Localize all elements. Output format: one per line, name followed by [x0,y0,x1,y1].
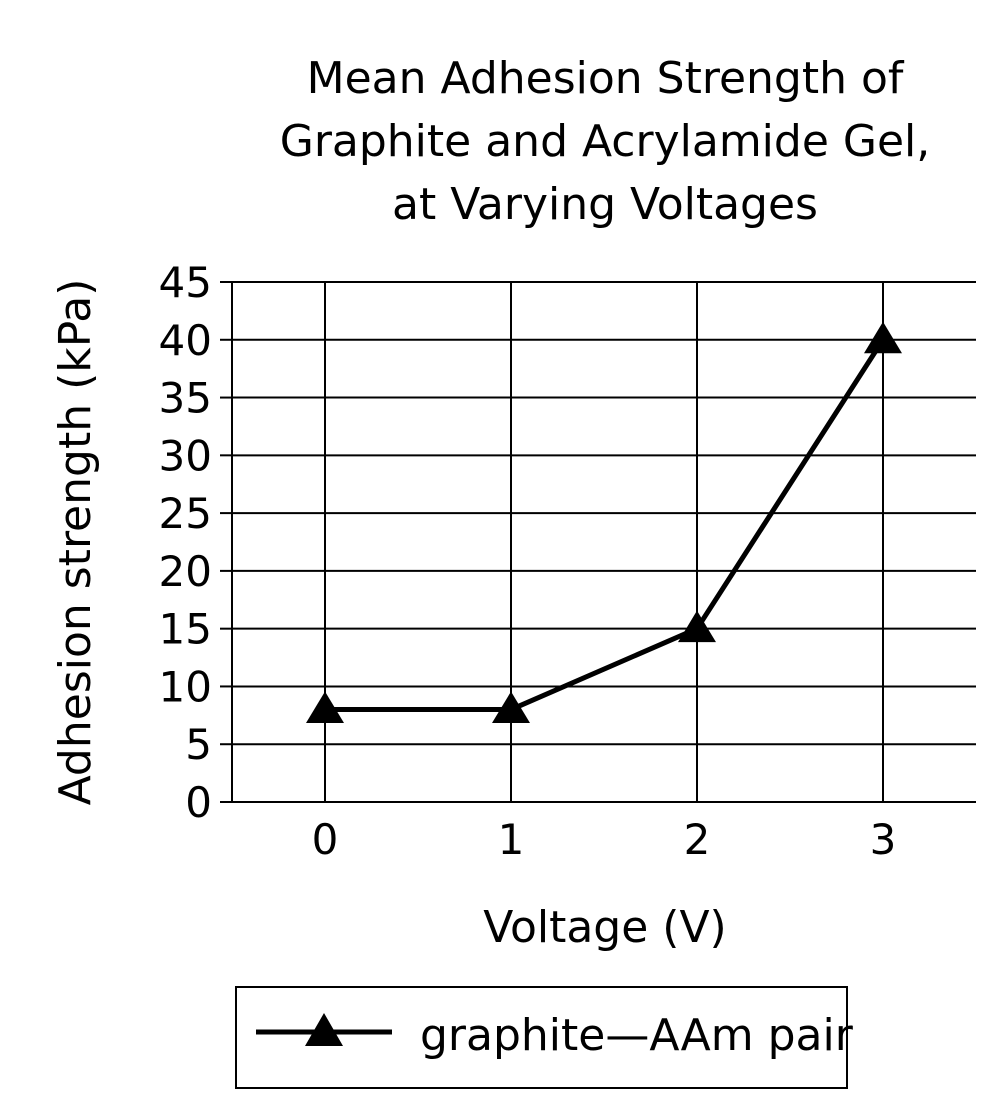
y-axis-ticks: 0 5 10 15 20 25 30 35 40 45 [159,258,232,827]
chart-title-line-2: Graphite and Acrylamide Gel, [280,116,931,167]
series-line-0 [325,338,886,713]
data-point-2 [678,610,716,643]
y-tick-label-25: 25 [159,489,212,538]
y-tick-label-5: 5 [185,720,212,769]
series-layer [306,321,902,724]
legend-triangle-marker [305,1013,343,1046]
legend: graphite—AAm pair [235,986,854,1089]
x-axis-ticks: 0 1 2 3 [312,815,897,864]
data-point-1 [492,691,530,724]
x-tick-label-1: 1 [498,815,525,864]
y-tick-label-15: 15 [159,605,212,654]
y-tick-label-35: 35 [159,374,212,423]
axes [231,282,976,803]
x-tick-label-0: 0 [312,815,339,864]
chart-title: Mean Adhesion Strength of Graphite and A… [280,53,931,230]
y-axis-label: Adhesion strength (kPa) [50,279,101,806]
y-tick-label-45: 45 [159,258,212,307]
x-tick-label-3: 3 [870,815,897,864]
x-tick-label-2: 2 [684,815,711,864]
y-tick-label-40: 40 [159,316,212,365]
legend-label: graphite—AAm pair [420,1010,854,1061]
data-point-3 [864,321,902,354]
y-tick-label-0: 0 [185,778,212,827]
chart-title-line-1: Mean Adhesion Strength of [307,53,905,104]
chart-title-line-3: at Varying Voltages [392,179,818,230]
y-tick-label-20: 20 [159,547,212,596]
data-point-0 [306,691,344,724]
y-tick-label-30: 30 [159,431,212,480]
y-tick-label-10: 10 [159,662,212,711]
x-axis-label: Voltage (V) [483,902,726,953]
grid-lines [232,281,976,802]
